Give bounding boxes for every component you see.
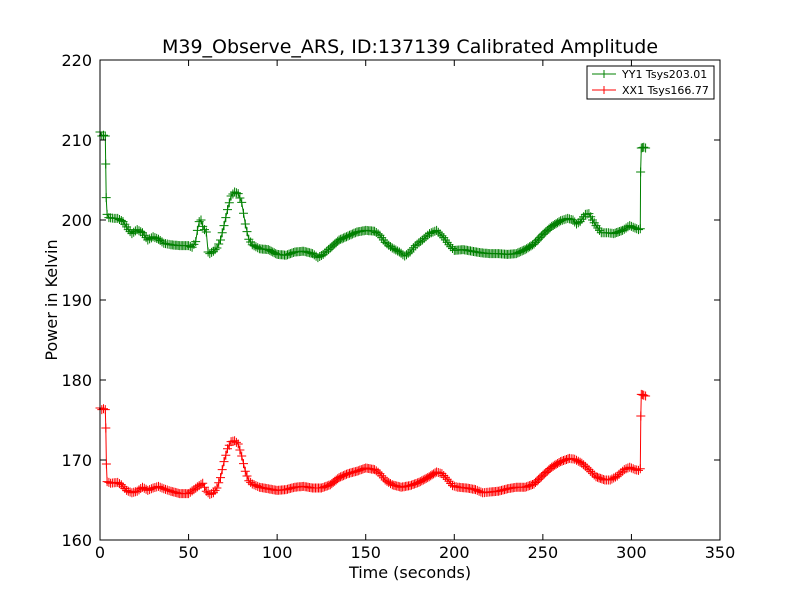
plot-area (100, 60, 720, 540)
series-1 (95, 127, 651, 263)
chart-title: M39_Observe_ARS, ID:137139 Calibrated Am… (162, 36, 658, 58)
y-tick-label: 200 (61, 211, 92, 230)
legend: YY1 Tsys203.01 XX1 Tsys166.77 (586, 65, 715, 100)
y-tick-label: 220 (61, 51, 92, 70)
x-tick-label: 200 (439, 543, 470, 562)
legend-marker (600, 86, 608, 94)
y-tick-label: 170 (61, 451, 92, 470)
x-tick-label: 300 (616, 543, 647, 562)
x-tick-label: 350 (705, 543, 736, 562)
y-axis-label: Power in Kelvin (42, 239, 61, 360)
y-tick-label: 180 (61, 371, 92, 390)
ticks-layer: 0 50 100 150 200 250 300 350 160 170 180 190 200 210 2… (61, 51, 735, 562)
x-tick-label: 100 (262, 543, 293, 562)
legend-marker (600, 70, 608, 78)
x-tick-label: 250 (528, 543, 559, 562)
y-tick-label: 210 (61, 131, 92, 150)
x-tick-label: 0 (95, 543, 105, 562)
x-tick-label: 50 (178, 543, 198, 562)
y-tick-label: 160 (61, 531, 92, 550)
legend-label: XX1 Tsys166.77 (622, 84, 709, 97)
legend-label: YY1 Tsys203.01 (621, 68, 707, 81)
x-axis-label: Time (seconds) (348, 563, 471, 582)
legend-box (586, 65, 715, 100)
x-tick-label: 150 (350, 543, 381, 562)
y-tick-label: 190 (61, 291, 92, 310)
